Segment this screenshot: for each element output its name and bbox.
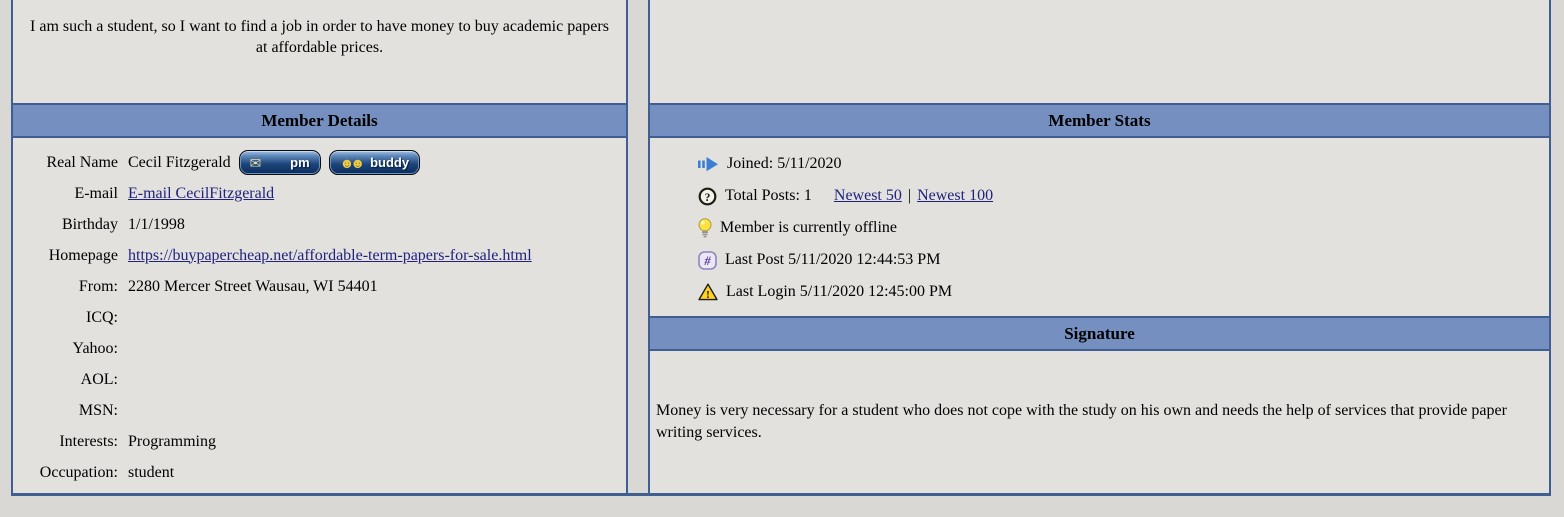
bio-section: I am such a student, so I want to find a… (13, 0, 626, 103)
occupation-value: student (128, 463, 175, 481)
from-label: From: (78, 277, 118, 295)
homepage-link[interactable]: https://buypapercheap.net/affordable-ter… (128, 246, 532, 264)
buddy-button[interactable]: ☻☻ buddy (328, 150, 421, 175)
email-link[interactable]: E-mail CecilFitzgerald (128, 184, 275, 202)
birthday-value: 1/1/1998 (128, 215, 185, 233)
row-interests: Interests: Programming (13, 426, 626, 457)
envelope-icon: ✉ (249, 154, 262, 171)
stat-last-login: ! Last Login 5/11/2020 12:45:00 PM (698, 276, 1549, 308)
pm-button[interactable]: ✉ pm (238, 150, 321, 175)
row-birthday: Birthday 1/1/1998 (13, 209, 626, 240)
row-icq: ICQ: (13, 302, 626, 333)
member-stats-list: Joined: 5/11/2020 ? Total Posts: 1 Newes… (650, 138, 1549, 316)
signature-header: Signature (650, 316, 1549, 351)
homepage-label: Homepage (48, 246, 118, 264)
svg-text:!: ! (706, 289, 710, 301)
msn-label: MSN: (78, 401, 118, 419)
icq-label: ICQ: (86, 308, 118, 326)
total-posts-text: Total Posts: 1 (725, 187, 812, 204)
email-label: E-mail (74, 184, 118, 202)
member-details-header: Member Details (13, 103, 626, 138)
real-name-value: Cecil Fitzgerald (128, 153, 231, 171)
pm-button-label: pm (290, 155, 310, 170)
warning-triangle-icon: ! (698, 283, 718, 301)
member-stats-header: Member Stats (650, 103, 1549, 138)
row-from: From: 2280 Mercer Street Wausau, WI 5440… (13, 271, 626, 302)
fast-forward-arrow-icon (698, 157, 718, 172)
buddy-button-label: buddy (370, 155, 410, 170)
stat-total-posts: ? Total Posts: 1 Newest 50 | Newest 100 (698, 180, 1549, 212)
stat-joined: Joined: 5/11/2020 (698, 148, 1549, 180)
row-msn: MSN: (13, 395, 626, 426)
buddy-faces-icon: ☻☻ (339, 154, 366, 171)
last-login-text: Last Login 5/11/2020 12:45:00 PM (726, 283, 953, 300)
svg-text:?: ? (705, 192, 711, 204)
birthday-label: Birthday (62, 215, 118, 233)
hash-icon: # (698, 250, 717, 270)
bio-text: I am such a student, so I want to find a… (30, 18, 609, 56)
interests-value: Programming (128, 432, 216, 450)
joined-text: Joined: 5/11/2020 (727, 155, 842, 172)
row-homepage: Homepage https://buypapercheap.net/affor… (13, 240, 626, 271)
signature-text: Money is very necessary for a student wh… (656, 402, 1507, 441)
real-name-label: Real Name (46, 153, 118, 171)
member-details-list: Real Name Cecil Fitzgerald ✉ pm ☻☻ buddy… (13, 138, 626, 493)
question-circle-icon: ? (698, 187, 717, 205)
yahoo-label: Yahoo: (72, 339, 119, 357)
member-stats-panel: Member Stats Joined: 5/11/2020 ? Total P… (648, 0, 1551, 493)
row-email: E-mail E-mail CecilFitzgerald (13, 178, 626, 209)
links-separator: | (907, 187, 912, 204)
row-aol: AOL: (13, 364, 626, 395)
member-details-panel: I am such a student, so I want to find a… (11, 0, 628, 493)
occupation-label: Occupation: (39, 463, 118, 481)
stats-top-spacer (650, 0, 1549, 103)
newest-50-link[interactable]: Newest 50 (833, 187, 902, 204)
aol-label: AOL: (80, 370, 118, 388)
row-real-name: Real Name Cecil Fitzgerald ✉ pm ☻☻ buddy (13, 147, 626, 178)
stat-online-status: Member is currently offline (698, 212, 1549, 244)
row-occupation: Occupation: student (13, 457, 626, 488)
row-yahoo: Yahoo: (13, 333, 626, 364)
stat-last-post: # Last Post 5/11/2020 12:44:53 PM (698, 244, 1549, 276)
svg-text:#: # (703, 253, 711, 267)
signature-section: Money is very necessary for a student wh… (650, 351, 1549, 493)
online-status-text: Member is currently offline (720, 219, 897, 236)
last-post-text: Last Post 5/11/2020 12:44:53 PM (725, 251, 941, 268)
lightbulb-icon (698, 218, 712, 238)
newest-100-link[interactable]: Newest 100 (917, 187, 994, 204)
profile-board: I am such a student, so I want to find a… (11, 0, 1551, 496)
from-value: 2280 Mercer Street Wausau, WI 54401 (128, 277, 378, 295)
interests-label: Interests: (59, 432, 118, 450)
